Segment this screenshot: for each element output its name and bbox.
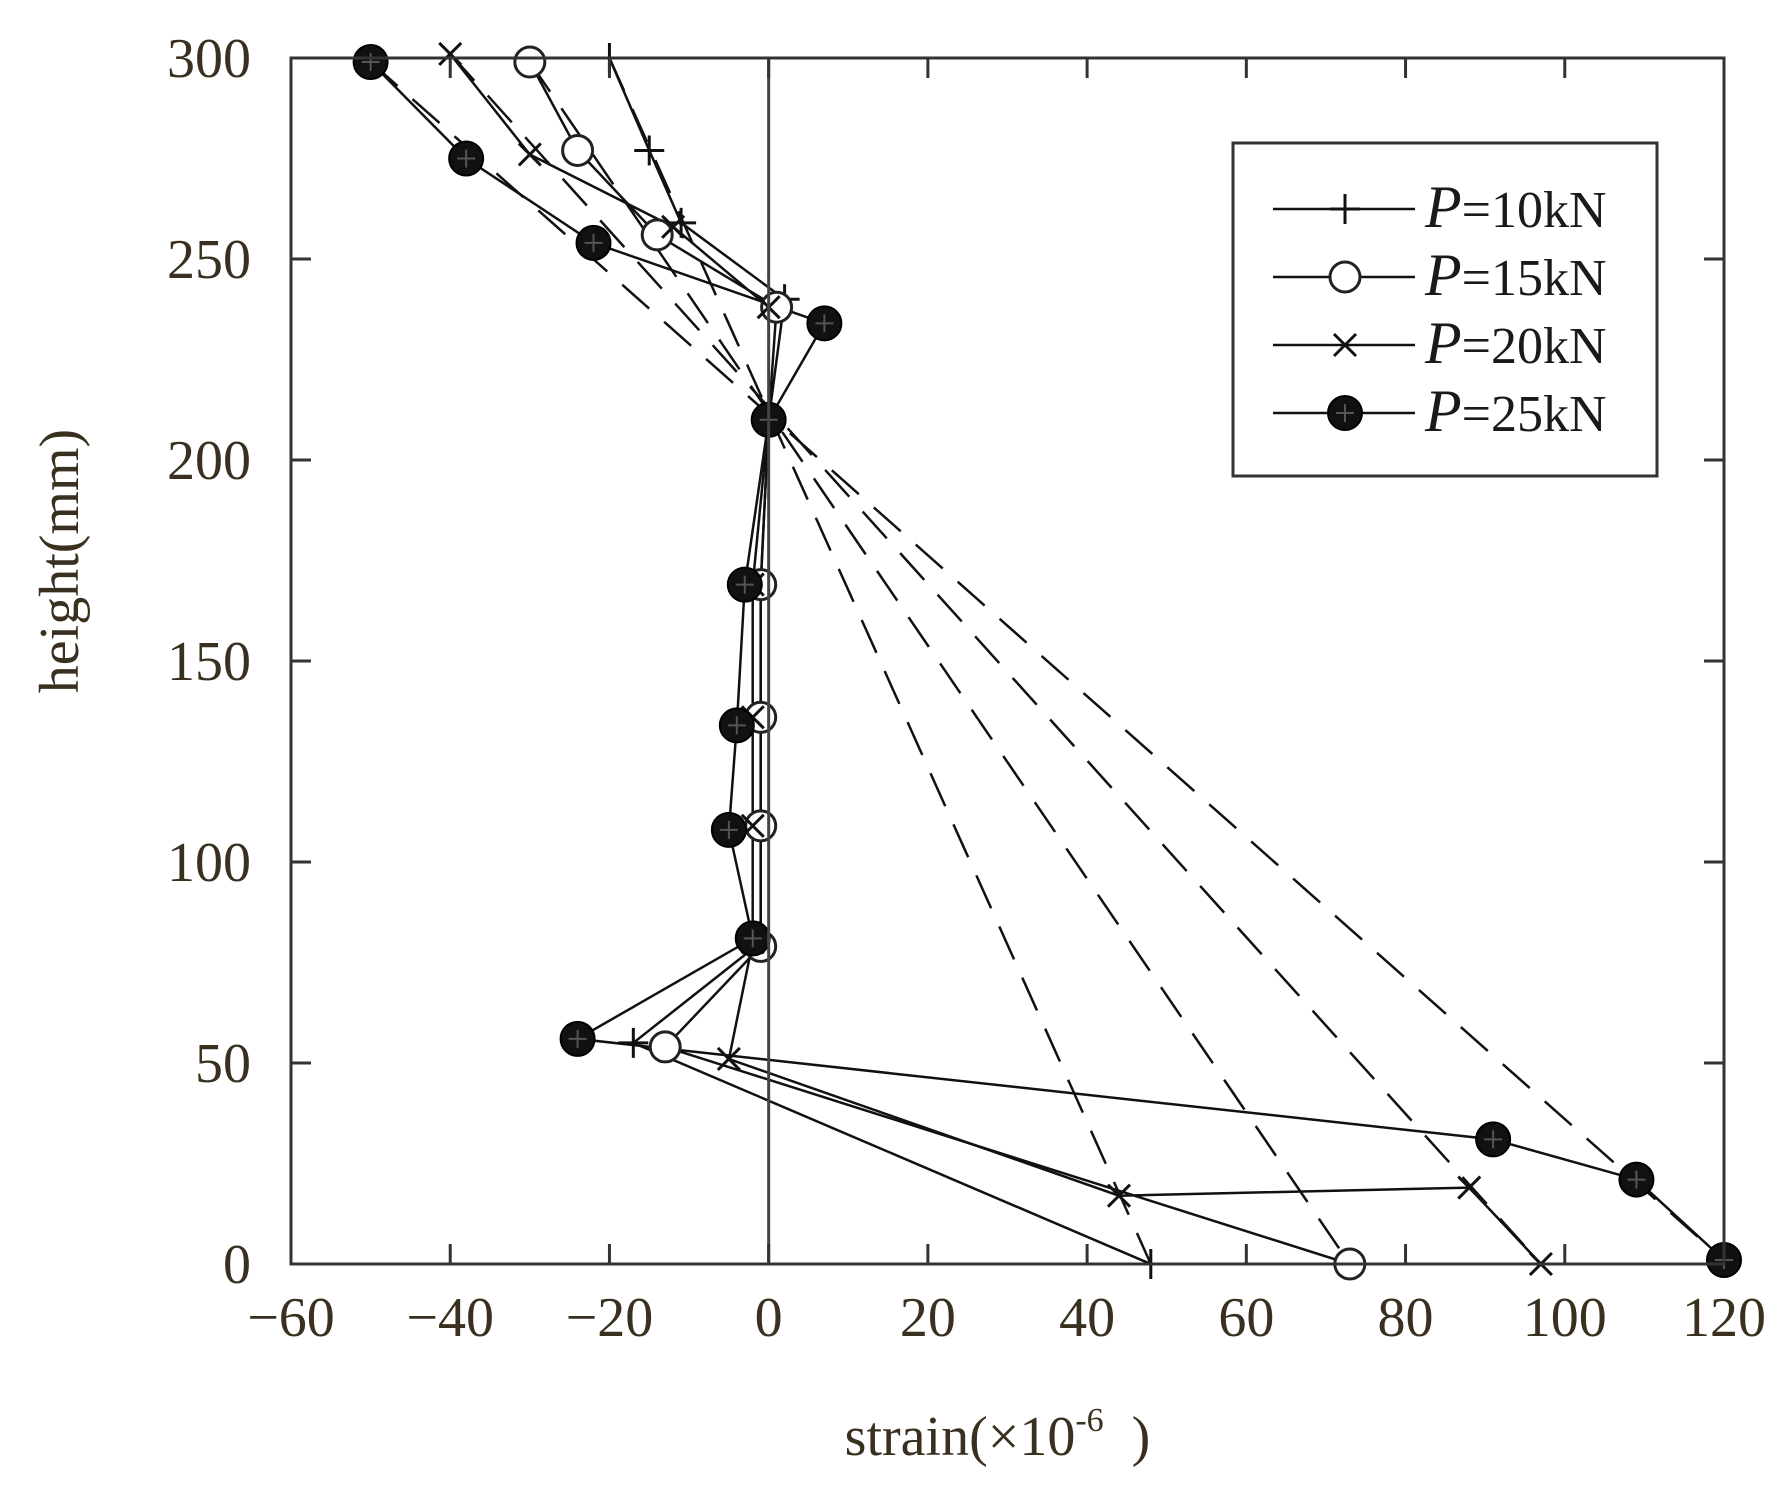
data-point-s3-11: [1106, 1183, 1132, 1208]
legend-label: P=20kN: [1424, 310, 1607, 376]
axes-group: −60 −40 −20 0 20 40 60 80 100 120 0 50 100 150 200 250 3…: [29, 28, 1766, 1468]
dashed-line-1: [608, 57, 1152, 1265]
x-stroke-b: [1332, 332, 1358, 358]
data-point-s4-4: [806, 305, 843, 342]
x-tick-label: 0: [755, 1287, 783, 1349]
y-tick-label: 0: [223, 1234, 251, 1296]
dashed-line-2: [528, 61, 1351, 1265]
data-point-s2-1: [513, 45, 547, 79]
data-point-s4-9: [734, 920, 771, 957]
x-stroke-b: [438, 41, 463, 67]
data-point-s4-8: [710, 811, 747, 848]
x-tick-label: 40: [1059, 1287, 1115, 1349]
dashed-lines-group: [369, 53, 1725, 1265]
x-stroke-b: [1106, 1183, 1132, 1208]
y-tick-label: 50: [195, 1033, 251, 1095]
x-stroke-b: [716, 1046, 741, 1072]
data-point-s4-10: [559, 1020, 596, 1057]
data-point-s2-2: [561, 133, 595, 167]
legend-label-value: =25kN: [1462, 386, 1607, 443]
x-axis-title-exponent: -6: [1075, 1402, 1103, 1439]
x-axis-title: strain(×10-6 ): [845, 1402, 1151, 1468]
dashed-line-4: [369, 61, 1725, 1261]
legend-box: [1231, 141, 1659, 478]
x-tick-label: 60: [1218, 1287, 1274, 1349]
x-tick-label: 20: [900, 1287, 956, 1349]
legend-label: P=10kN: [1424, 174, 1607, 240]
legend-label-p: P: [1424, 310, 1462, 376]
data-point-s2-4: [760, 290, 794, 324]
x-tick-label: 120: [1682, 1287, 1766, 1349]
legend-entry-1: P=10kN: [1273, 174, 1607, 240]
legend-label-p: P: [1424, 378, 1462, 444]
data-point-s2-10: [648, 1030, 682, 1064]
data-point-s4-2: [448, 140, 485, 177]
x-stroke-b: [661, 214, 686, 239]
open-circle: [561, 133, 595, 167]
open-circle: [760, 290, 794, 324]
y-axis-title: height(mm): [29, 429, 91, 693]
x-axis-title-main: strain(×10: [845, 1406, 1076, 1468]
data-point-s4-1: [352, 44, 389, 81]
x-tick-label: −60: [247, 1287, 335, 1349]
data-point-s3-10: [716, 1046, 741, 1072]
x-stroke-b: [1457, 1175, 1482, 1200]
y-tick-label: 250: [167, 229, 251, 291]
legend-marker: [1330, 194, 1360, 224]
legend-label-p: P: [1424, 242, 1462, 308]
y-tick-label: 200: [167, 430, 251, 492]
legend-entry-2: P=15kN: [1273, 242, 1607, 308]
legend-label: P=15kN: [1424, 242, 1607, 308]
legend-entry-4: P=25kN: [1273, 378, 1607, 444]
x-tick-label: −40: [406, 1287, 494, 1349]
legend-label-value: =20kN: [1462, 318, 1607, 375]
legend-entry-3: P=20kN: [1273, 310, 1607, 376]
dashed-line-3: [449, 53, 1542, 1265]
legend-marker: [1332, 332, 1358, 358]
data-point-s3-3: [661, 214, 686, 239]
x-axis-title-suffix: ): [1104, 1406, 1151, 1468]
open-circle: [648, 1030, 682, 1064]
legend-label: P=25kN: [1424, 378, 1607, 444]
legend-label-value: =10kN: [1462, 182, 1607, 239]
y-tick-label: 300: [167, 28, 251, 90]
data-point-s3-12: [1457, 1175, 1482, 1200]
legend-label-p: P: [1424, 174, 1462, 240]
open-circle: [513, 45, 547, 79]
y-tick-label: 150: [167, 631, 251, 693]
data-point-s1-10: [618, 1027, 649, 1058]
data-point-s2-8: [744, 809, 778, 843]
open-circle: [640, 218, 674, 252]
y-tick-label: 100: [167, 832, 251, 894]
data-point-s2-3: [640, 218, 674, 252]
data-point-s4-12: [1618, 1161, 1655, 1198]
legend-label-value: =15kN: [1462, 250, 1607, 307]
data-point-s3-2: [517, 142, 542, 167]
open-circle: [744, 809, 778, 843]
data-point-s1-2: [634, 135, 665, 166]
x-stroke-b: [517, 142, 542, 167]
data-point-s4-3: [575, 224, 612, 261]
legend-marker: [1327, 395, 1363, 431]
data-point-s4-11: [1475, 1121, 1512, 1158]
legend-marker: [1328, 260, 1362, 294]
x-tick-label: −20: [566, 1287, 654, 1349]
data-point-s4-6: [726, 566, 763, 603]
data-point-s3-1: [438, 41, 463, 67]
x-tick-label: 100: [1523, 1287, 1607, 1349]
x-tick-label: 80: [1378, 1287, 1434, 1349]
open-circle: [1328, 260, 1362, 294]
data-point-s4-7: [718, 707, 755, 744]
